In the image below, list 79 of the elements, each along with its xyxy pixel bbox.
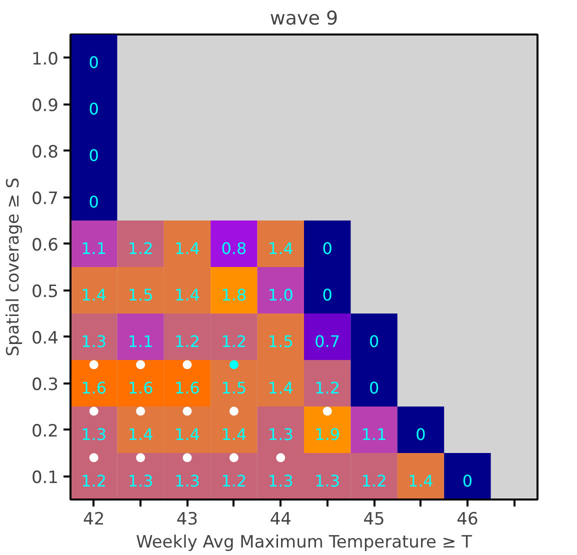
data-label: 0.7 xyxy=(314,332,340,351)
data-label: 1.8 xyxy=(221,285,247,304)
y-tick-label: 0.1 xyxy=(31,468,59,488)
data-label: 1.1 xyxy=(81,238,107,258)
point xyxy=(89,360,98,370)
point xyxy=(229,453,238,462)
data-label: 1.4 xyxy=(81,285,107,304)
y-tick-label: 0.9 xyxy=(31,96,59,116)
data-label: 0 xyxy=(462,471,473,490)
point xyxy=(182,453,192,462)
chart-title: wave 9 xyxy=(270,8,338,30)
data-label: 1.4 xyxy=(128,424,154,444)
y-tick-label: 0.7 xyxy=(31,188,59,209)
data-label: 0 xyxy=(88,52,99,72)
data-label: 1.9 xyxy=(314,424,340,444)
data-label: 1.3 xyxy=(268,471,294,490)
data-label: 1.2 xyxy=(128,238,154,258)
data-label: 1.3 xyxy=(268,424,294,444)
y-tick-label: 0.5 xyxy=(31,282,59,302)
point xyxy=(182,406,192,416)
data-label: 1.1 xyxy=(128,332,154,351)
y-tick-label: 1.0 xyxy=(31,49,59,70)
x-tick-label: 43 xyxy=(176,510,198,530)
data-label: 1.2 xyxy=(221,471,247,490)
data-label: 0 xyxy=(322,238,332,258)
point xyxy=(136,406,146,416)
x-tick-label: 44 xyxy=(270,510,292,530)
data-label: 0 xyxy=(88,99,99,118)
data-label: 1.5 xyxy=(221,378,247,398)
data-label: 1.2 xyxy=(221,332,247,351)
point xyxy=(182,360,192,370)
x-tick-label: 45 xyxy=(363,510,385,530)
y-tick-label: 0.3 xyxy=(31,374,59,395)
data-label: 1.3 xyxy=(174,471,200,490)
y-tick-label: 0.4 xyxy=(31,328,59,348)
data-label: 1.2 xyxy=(174,332,200,351)
data-label: 0 xyxy=(88,192,99,212)
data-label: 1.3 xyxy=(81,424,107,444)
data-label: 1.4 xyxy=(221,424,247,444)
data-label: 0 xyxy=(88,146,99,165)
point xyxy=(229,406,238,416)
point xyxy=(229,360,238,370)
data-label: 1.6 xyxy=(81,378,107,398)
x-tick-label: 46 xyxy=(456,510,478,530)
y-tick-label: 0.2 xyxy=(31,421,59,442)
data-label: 1.5 xyxy=(268,332,294,351)
data-label: 1.4 xyxy=(408,471,434,490)
data-label: 0 xyxy=(416,424,426,444)
data-label: 0 xyxy=(368,378,380,398)
data-label: 1.3 xyxy=(128,471,154,490)
data-label: 1.2 xyxy=(361,471,387,490)
data-label: 1.5 xyxy=(128,285,154,304)
x-tick-label: 42 xyxy=(83,510,105,530)
data-label: 1.2 xyxy=(314,378,340,398)
point xyxy=(276,453,286,462)
point xyxy=(89,406,98,416)
data-label: 1.4 xyxy=(268,238,294,258)
data-label: 0 xyxy=(322,285,332,304)
x-axis-title: Weekly Avg Maximum Temperature ≥ T xyxy=(136,532,473,552)
data-label: 1.3 xyxy=(314,471,340,490)
y-tick-label: 0.6 xyxy=(31,235,59,256)
point xyxy=(136,453,146,462)
point xyxy=(322,406,332,416)
point xyxy=(136,360,146,370)
y-axis-title: Spatial coverage ≥ S xyxy=(3,178,24,356)
data-label: 1.1 xyxy=(361,424,387,444)
data-label: 0 xyxy=(368,332,380,351)
data-label: 1.4 xyxy=(174,285,200,304)
data-label: 1.4 xyxy=(174,424,200,444)
data-label: 1.6 xyxy=(128,378,154,398)
y-tick-label: 0.8 xyxy=(31,142,59,162)
data-label: 1.6 xyxy=(174,378,200,398)
point xyxy=(89,453,98,462)
data-label: 1.4 xyxy=(174,238,200,258)
data-label: 1.4 xyxy=(268,378,294,398)
data-label: 0.8 xyxy=(221,238,247,258)
data-label: 1.3 xyxy=(81,332,107,351)
data-label: 1.2 xyxy=(81,471,107,490)
data-label: 1.0 xyxy=(268,285,294,304)
